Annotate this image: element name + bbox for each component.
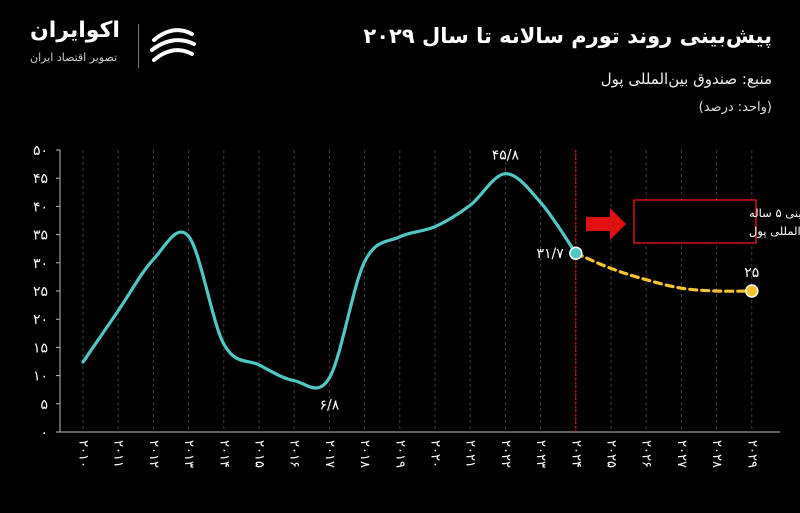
data-label: ۳۱/۷: [537, 246, 565, 262]
brand-name: اکوایران: [30, 18, 120, 43]
x-tick-label: ۲۰۱۹: [392, 440, 407, 468]
x-tick-label: ۲۰۲۳: [533, 440, 548, 468]
y-tick-label: ۴۰: [33, 199, 48, 215]
chart-title: پیش‌بینی روند تورم سالانه تا سال ۲۰۲۹: [363, 24, 772, 48]
actual-series-line: [81, 172, 578, 390]
data-label: ۴۵/۸: [492, 148, 520, 164]
y-tick-label: ۴۵: [33, 171, 48, 187]
y-tick-label: ۵۰: [33, 143, 48, 159]
callout-line-2: صندوق بین‌المللی پول: [749, 224, 800, 239]
x-tick-label: ۲۰۲۵: [604, 440, 619, 468]
x-tick-label: ۲۰۲۷: [674, 440, 689, 468]
logo-divider: [138, 24, 139, 68]
x-tick-label: ۲۰۱۸: [357, 440, 372, 468]
x-tick-label: ۲۰۲۹: [744, 440, 759, 468]
actual-end-point: [569, 246, 583, 260]
x-tick-label: ۲۰۲۱: [463, 440, 478, 468]
x-tick-label: ۲۰۲۶: [639, 440, 654, 468]
x-tick-label: ۲۰۱۲: [146, 440, 161, 468]
x-tick-label: ۲۰۱۰: [76, 440, 91, 468]
x-tick-label: ۲۰۱۵: [252, 440, 267, 468]
callout-line-1: پیش بینی ۵ ساله: [749, 206, 800, 221]
ecoiran-logo-icon: [150, 28, 196, 62]
callout-arrow: [586, 208, 626, 240]
x-tick-label: ۲۰۱۴: [216, 440, 231, 468]
forecast-end-point: [745, 284, 759, 298]
x-tick-label: ۲۰۲۲: [498, 440, 513, 468]
data-label: ۶/۸: [320, 398, 340, 414]
data-label: ۲۵: [744, 265, 759, 281]
chart-unit: (واحد: درصد): [698, 100, 772, 115]
callout-box: [633, 199, 757, 244]
y-tick-label: ۲۵: [33, 284, 48, 300]
x-tick-label: ۲۰۲۰: [428, 440, 443, 468]
x-tick-label: ۲۰۲۸: [709, 440, 724, 468]
x-tick-label: ۲۰۱۶: [287, 440, 302, 468]
brand-logo: اکوایران تصویر اقتصاد ایران: [26, 18, 216, 74]
y-tick-label: ۰: [40, 425, 48, 441]
chart-source: منبع: صندوق بین‌المللی پول: [600, 70, 772, 88]
x-tick-label: ۲۰۱۱: [111, 440, 126, 468]
forecast-series-line: [574, 251, 754, 293]
y-tick-label: ۲۰: [33, 312, 48, 328]
y-tick-label: ۳۵: [33, 228, 48, 244]
chart-header: پیش‌بینی روند تورم سالانه تا سال ۲۰۲۹ من…: [0, 0, 800, 140]
y-tick-label: ۱۰: [33, 369, 48, 385]
x-tick-label: ۲۰۲۴: [568, 440, 583, 468]
x-tick-label: ۲۰۱۷: [322, 440, 337, 468]
brand-tagline: تصویر اقتصاد ایران: [30, 51, 118, 64]
y-tick-label: ۵: [40, 397, 48, 413]
x-tick-label: ۲۰۱۳: [181, 440, 196, 468]
y-tick-label: ۱۵: [33, 340, 48, 356]
y-tick-label: ۳۰: [33, 256, 48, 272]
